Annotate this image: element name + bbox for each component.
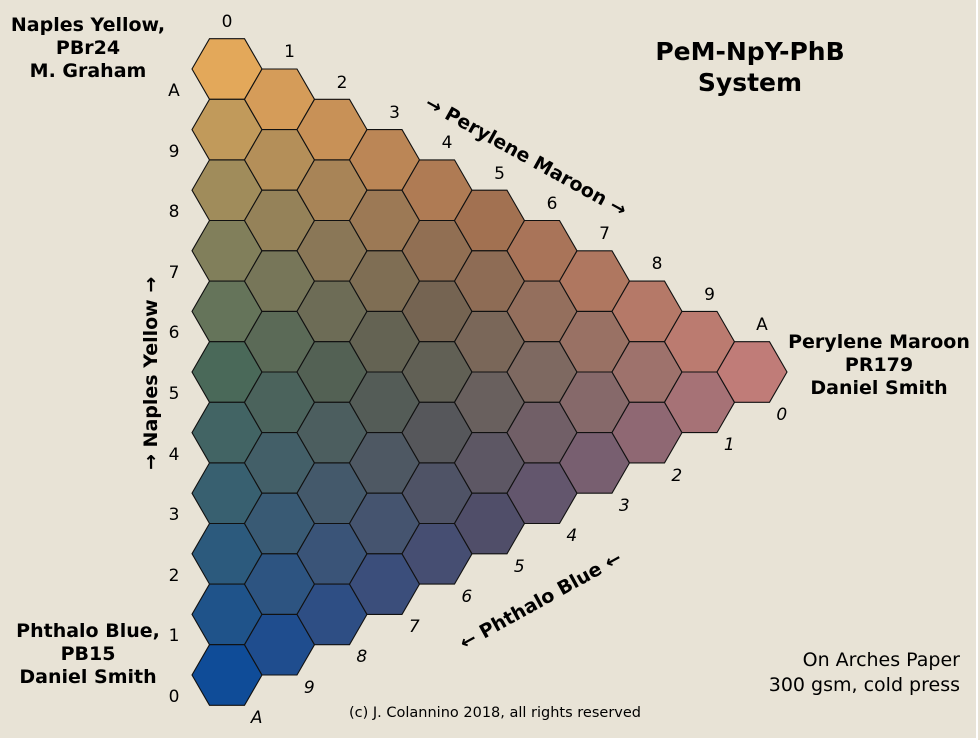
tick-top-3: 3 [389,102,400,123]
tick-top-1: 1 [284,42,295,63]
axis-yellow-text: Naples Yellow [140,299,162,448]
tick-left-2: 2 [168,565,180,586]
tick-left-3: 3 [168,505,180,526]
tick-diag-9: 9 [303,677,315,698]
tick-left-0: 0 [168,687,180,707]
tick-top-8: 8 [651,254,663,275]
paper-note-line1: On Arches Paper [802,649,960,671]
tick-top-2: 2 [336,72,348,93]
tick-left-8: 8 [168,202,180,223]
tick-top-6: 6 [546,193,558,214]
tick-diag-3: 3 [618,495,630,516]
corner-right-line2: PR179 [844,354,914,377]
tick-top-9: 9 [704,284,715,305]
corner-top-line3: M. Graham [29,60,147,83]
tick-top-7: 7 [599,224,610,245]
corner-label-naples-yellow: Naples Yellow, PBr24 M. Graham [8,14,168,84]
copyright: (c) J. Colannino 2018, all rights reserv… [349,705,641,721]
arrow-up-icon: → [140,454,162,470]
tick-top-4: 4 [441,133,453,154]
corner-bottom-line2: PB15 [60,643,116,666]
corner-top-line2: PBr24 [55,37,121,60]
hex-swatch [716,341,788,403]
title: PeM-NpY-PhB System [620,36,880,99]
corner-bottom-line1: Phthalo Blue, [16,620,160,642]
tick-diag-1: 1 [723,435,735,456]
title-line1: PeM-NpY-PhB [655,37,845,66]
tick-left-7: 7 [168,262,180,283]
tick-top-0: 0 [221,12,233,32]
tick-diag-5: 5 [513,556,525,577]
arrow-up-icon: → [140,276,162,293]
corner-right-line3: Daniel Smith [810,377,948,400]
corner-label-perylene-maroon: Perylene Maroon PR179 Daniel Smith [784,331,974,401]
tick-diag-8: 8 [356,647,368,668]
corner-bottom-line3: Daniel Smith [19,666,157,689]
tick-top-5: 5 [494,163,505,184]
corner-right-line1: Perylene Maroon [788,331,970,353]
paper-note: On Arches Paper 300 gsm, cold press [720,648,960,697]
tick-diag-4: 4 [566,526,578,547]
tick-left-5: 5 [168,384,180,404]
title-line2: System [697,68,803,98]
tick-diag-6: 6 [461,586,473,607]
axis-label-naples-yellow: → Naples Yellow → [140,277,162,470]
tick-left-A: A [168,81,180,101]
tick-diag-7: 7 [408,617,420,638]
tick-diag-0: 0 [776,405,788,425]
paper-note-line2: 300 gsm, cold press [768,673,960,696]
tick-left-4: 4 [168,444,180,465]
tick-left-1: 1 [168,626,180,647]
tick-diag-A: A [250,708,263,728]
tick-left-9: 9 [168,141,180,162]
tick-left-6: 6 [168,323,180,344]
corner-top-line1: Naples Yellow, [10,14,166,36]
tick-top-A: A [756,315,768,335]
tick-diag-2: 2 [671,465,683,486]
corner-label-phthalo-blue: Phthalo Blue, PB15 Daniel Smith [8,620,168,690]
